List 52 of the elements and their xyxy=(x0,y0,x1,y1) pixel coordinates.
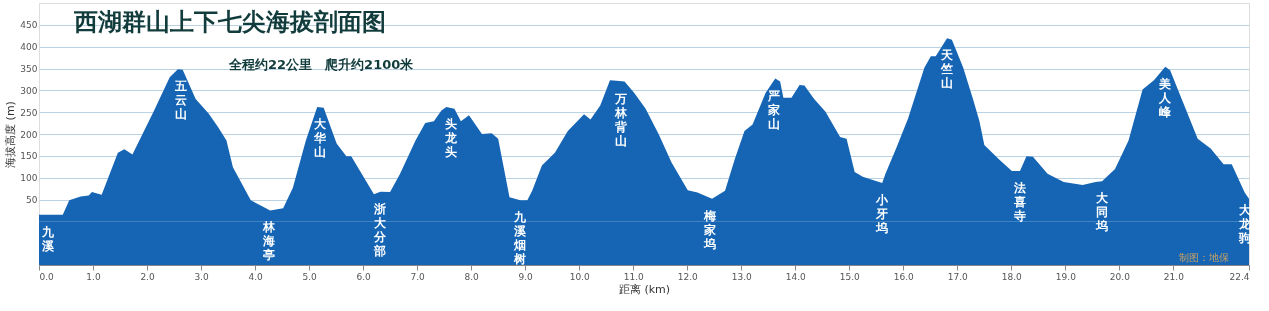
y-tick-label: 400 xyxy=(20,42,38,53)
annotation: 九溪烟树 xyxy=(513,210,528,267)
x-tick-label: 0.0 xyxy=(39,271,55,282)
x-tick-label: 16.0 xyxy=(893,271,915,282)
text: 全程约22公里 爬升约2100米 xyxy=(228,57,415,72)
annotation: 万林背山 xyxy=(614,91,629,148)
annotation: 天竺山 xyxy=(940,48,955,91)
x-tick-label: 12.0 xyxy=(677,271,698,282)
x-tick-label: 7.0 xyxy=(410,271,426,282)
x-tick-label: 1.0 xyxy=(86,271,101,282)
x-tick-label: 5.0 xyxy=(302,271,318,282)
annotation: 大同坞 xyxy=(1094,191,1109,234)
x-tick-label: 8.0 xyxy=(464,271,480,282)
annotation: 法喜寺 xyxy=(1012,181,1026,224)
x-tick-label: 11.0 xyxy=(623,271,644,282)
x-tick-label: 14.0 xyxy=(785,271,807,282)
x-tick-label: 9.0 xyxy=(518,271,534,282)
chart-title: 西湖群山上下七尖海拔剖面图 xyxy=(73,8,386,36)
annotation: 五云山 xyxy=(173,79,187,122)
annotation: 头龙头 xyxy=(443,116,458,159)
x-tick-label: 22.4 xyxy=(1229,271,1250,282)
y-tick-label: 50 xyxy=(26,195,38,205)
x-tick-label: 20.0 xyxy=(1109,271,1131,282)
annotation: 九溪 xyxy=(41,224,56,253)
annotation: 严家山 xyxy=(766,88,780,131)
x-tick-label: 3.0 xyxy=(194,271,209,282)
x-tick-label: 19.0 xyxy=(1055,271,1077,282)
annotation: 小牙坞 xyxy=(874,192,889,235)
y-tick-label: 150 xyxy=(20,151,38,162)
y-axis-title: 海拔高度 (m) xyxy=(4,101,18,168)
y-tick-label: 450 xyxy=(20,20,38,31)
annotation: 大华山 xyxy=(312,116,327,159)
annotation: 制图：地保 xyxy=(1179,252,1229,263)
annotation: 林海亭 xyxy=(261,220,276,263)
x-tick-label: 2.0 xyxy=(140,271,155,282)
x-tick-label: 17.0 xyxy=(947,271,969,282)
annotation: 浙大分部 xyxy=(373,201,388,258)
y-tick-label: 100 xyxy=(20,173,38,184)
x-tick-label: 21.0 xyxy=(1163,271,1185,282)
x-tick-label: 18.0 xyxy=(1001,271,1023,282)
x-tick-label: 15.0 xyxy=(839,271,861,282)
x-tick-label: 10.0 xyxy=(569,271,590,282)
x-tick-label: 6.0 xyxy=(356,271,372,282)
y-tick-label: 200 xyxy=(20,129,38,140)
y-tick-label: 300 xyxy=(20,85,38,96)
annotation: 美人峰 xyxy=(1158,76,1173,119)
y-tick-label: 350 xyxy=(20,64,38,74)
y-tick-label: 250 xyxy=(20,107,38,118)
x-axis-title: 距离 (km) xyxy=(618,282,671,296)
x-tick-label: 4.0 xyxy=(248,271,263,282)
x-tick-label: 13.0 xyxy=(731,271,753,282)
annotation: 梅家坞 xyxy=(702,208,716,251)
